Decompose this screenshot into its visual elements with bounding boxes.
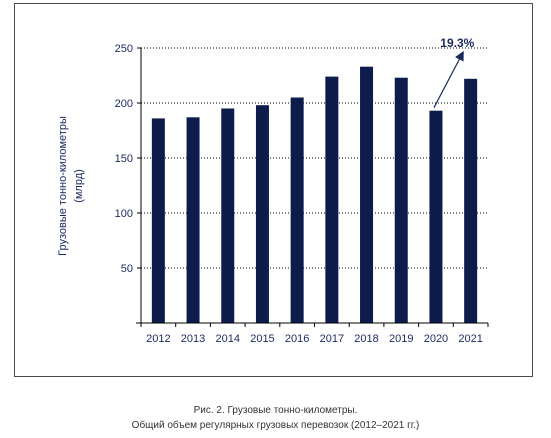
x-tick-label: 2017 <box>320 333 344 345</box>
axes <box>136 47 489 327</box>
bar-2014 <box>221 108 235 323</box>
x-tick-label: 2015 <box>250 333 274 345</box>
growth-annotation: 19.3% <box>433 36 475 108</box>
y-axis-label-line1: Грузовые тонно-километры <box>57 116 69 256</box>
bar-2017 <box>325 76 339 323</box>
bar-2019 <box>394 77 408 323</box>
x-tick-label: 2013 <box>181 333 205 345</box>
x-tick-labels: 2012 2013 2014 2015 2016 2017 2018 2019 2020 2021 <box>146 333 483 345</box>
x-tick-label: 2021 <box>458 333 482 345</box>
y-tick-labels: 50 100 150 200 250 <box>115 43 133 275</box>
figure-caption-subtitle: Общий объем регулярных грузовых перевозо… <box>131 420 420 431</box>
bar-2013 <box>186 117 200 323</box>
y-tick-label: 50 <box>121 263 133 275</box>
bar-2018 <box>360 66 374 323</box>
bar-2021 <box>464 78 478 323</box>
chart-frame <box>14 3 533 377</box>
figure-caption-title: Рис. 2. Грузовые тонно-километры. <box>193 405 358 416</box>
x-tick-label: 2012 <box>146 333 170 345</box>
bars <box>151 66 478 324</box>
x-tick-label: 2016 <box>285 333 309 345</box>
y-tick-label: 250 <box>115 43 133 55</box>
bar-2012 <box>151 118 165 324</box>
growth-arrow <box>433 50 464 108</box>
growth-label: 19.3% <box>440 36 474 50</box>
bar-2020 <box>429 110 443 323</box>
bar-2015 <box>255 105 269 323</box>
y-tick-label: 150 <box>115 153 133 165</box>
y-tick-label: 100 <box>115 208 133 220</box>
x-tick-label: 2020 <box>424 333 448 345</box>
x-tick-label: 2019 <box>389 333 413 345</box>
y-tick-label: 200 <box>115 98 133 110</box>
y-axis-label-line2: (млрд) <box>73 169 85 203</box>
x-tick-label: 2018 <box>354 333 378 345</box>
x-tick-label: 2014 <box>216 333 240 345</box>
bar-2016 <box>290 97 304 323</box>
